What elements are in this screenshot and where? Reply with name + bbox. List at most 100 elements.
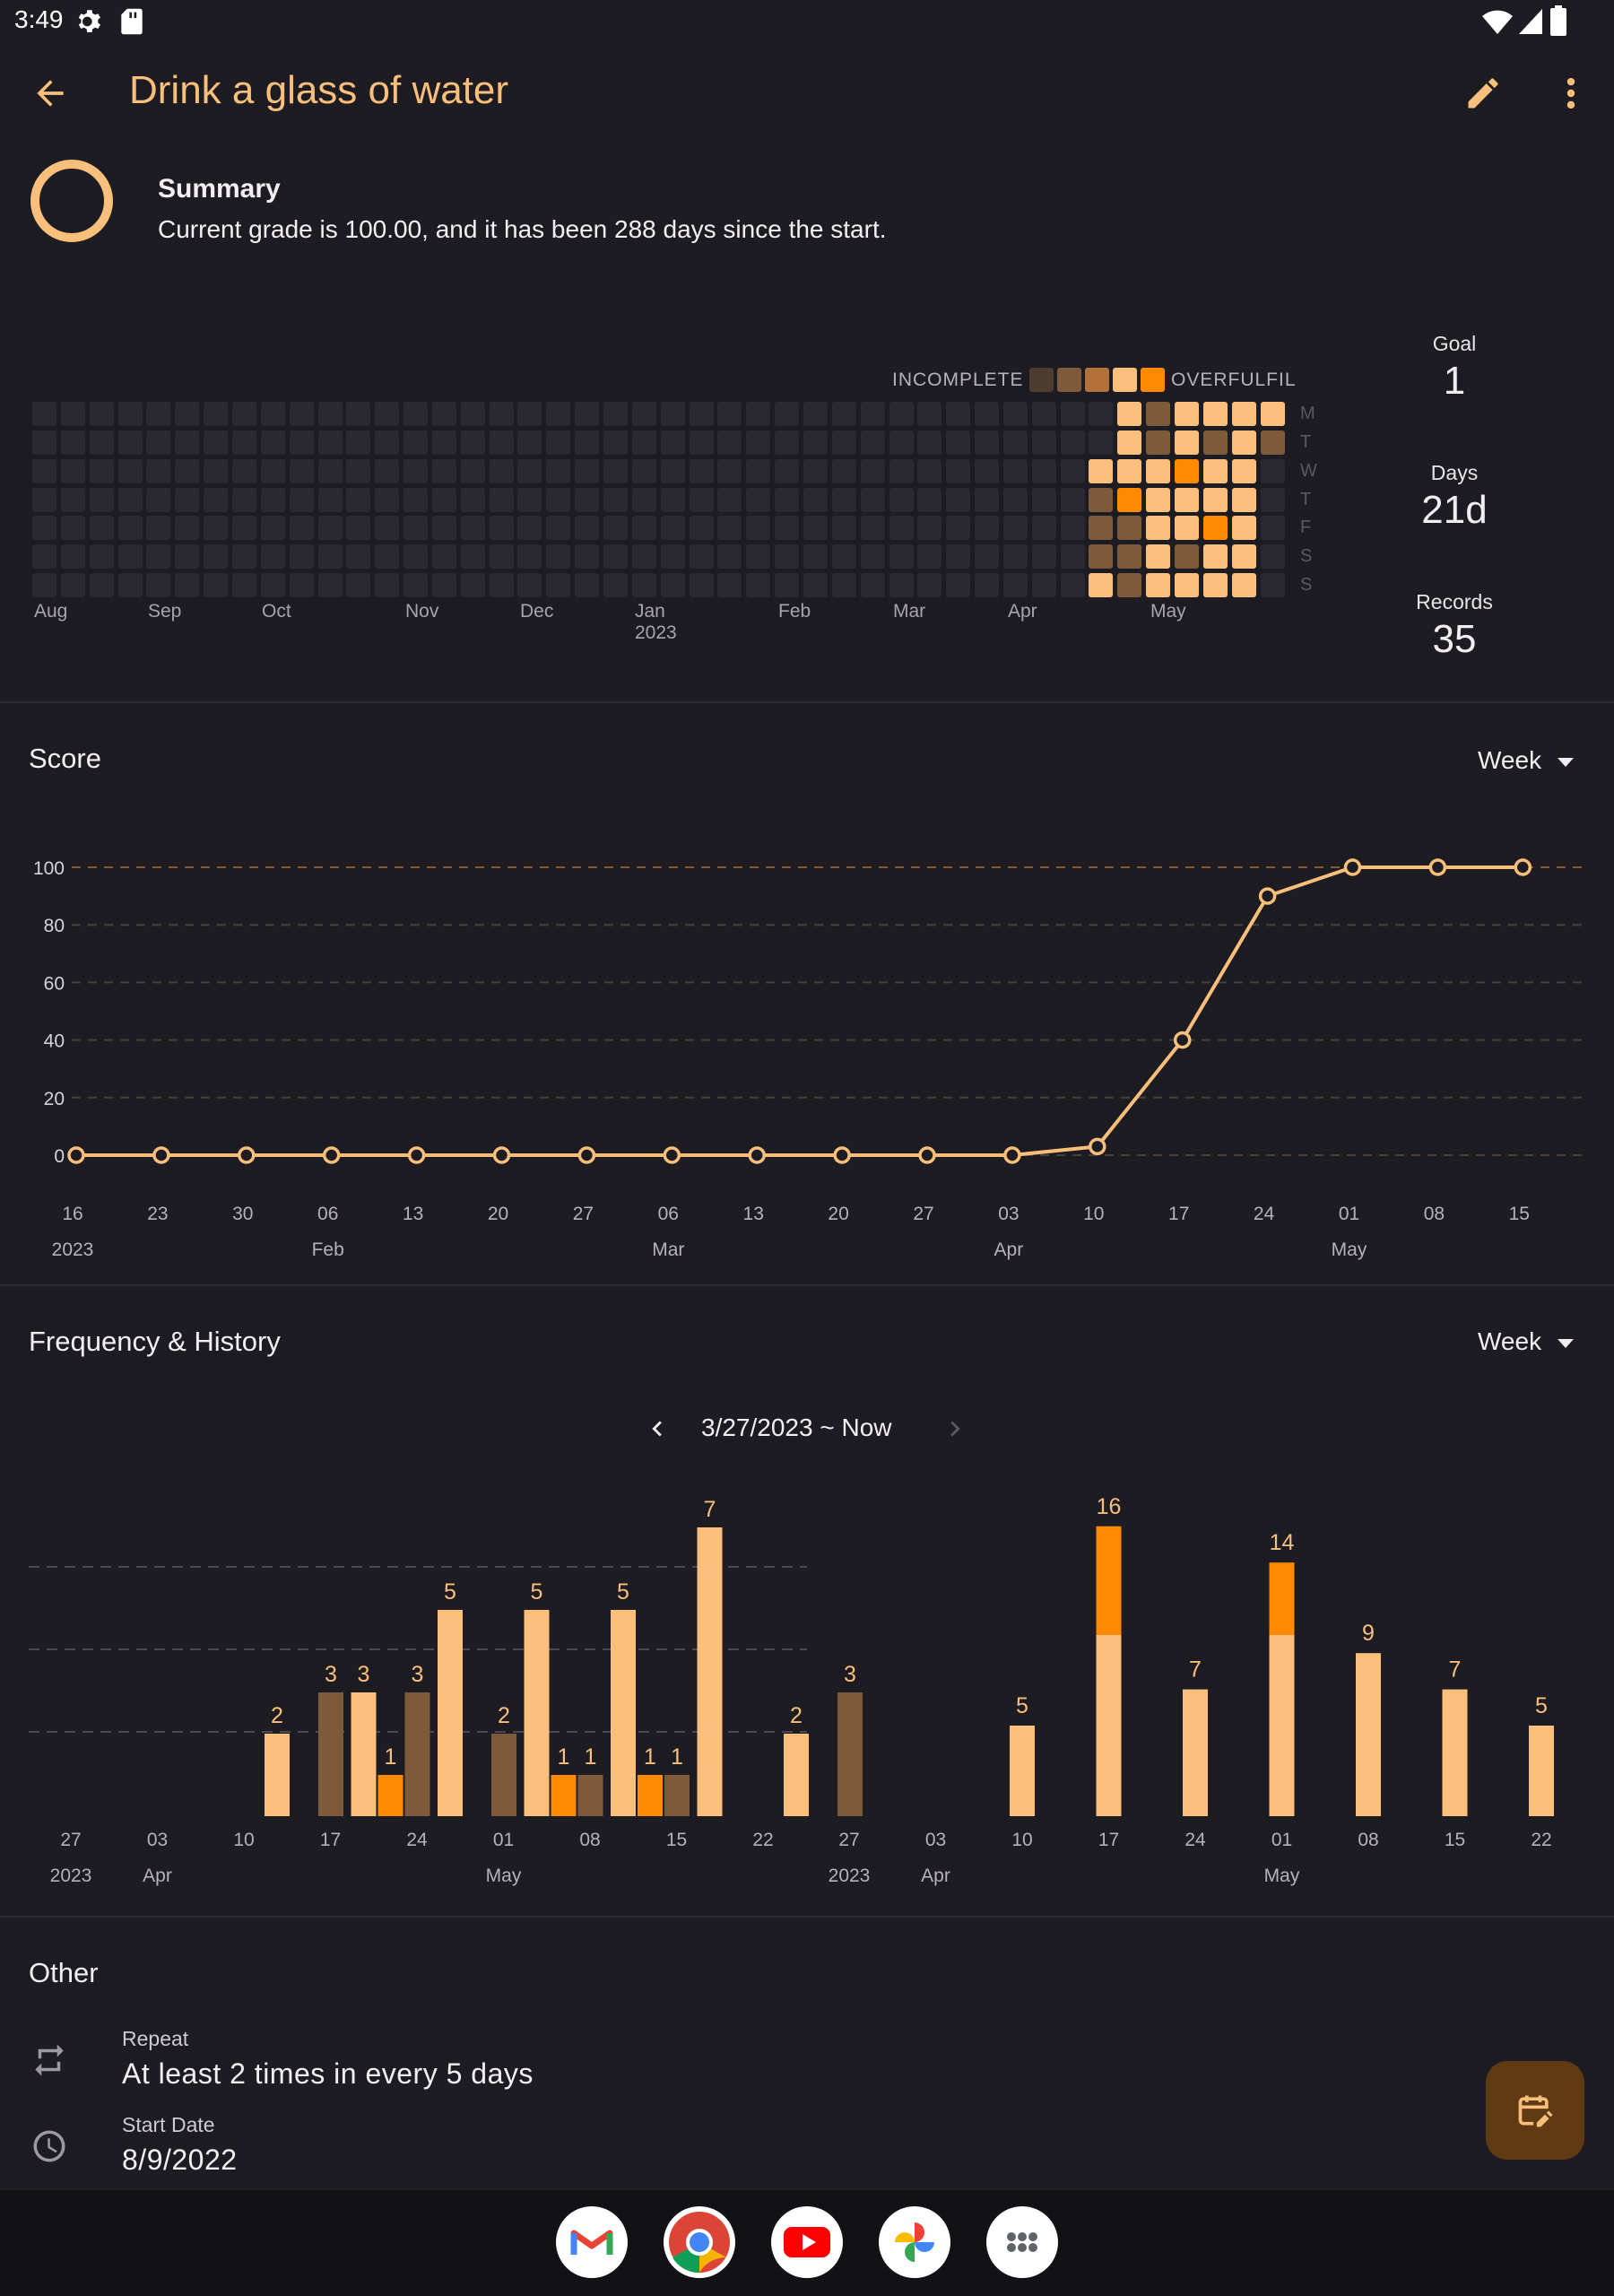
x-tick-label: 20 [488, 1204, 508, 1224]
back-arrow-icon[interactable] [27, 74, 74, 113]
heatmap-cell [1117, 458, 1142, 483]
heatmap-cell [1260, 402, 1285, 426]
days-label: Days [1430, 461, 1479, 484]
frequency-bar [318, 1692, 343, 1816]
bar-value-label: 1 [671, 1744, 683, 1770]
heatmap-weekday-label: W [1300, 460, 1317, 481]
x-tick-label: 15 [666, 1830, 687, 1850]
heatmap-cell [860, 402, 885, 426]
heatmap-cell [289, 544, 314, 570]
photos-app-icon[interactable] [879, 2206, 950, 2278]
app-drawer-icon[interactable] [986, 2206, 1058, 2278]
frequency-period-dropdown[interactable]: Week [1478, 1327, 1575, 1356]
heatmap-cell [831, 458, 856, 483]
heatmap-cell [1231, 402, 1256, 426]
frequency-bar [697, 1527, 723, 1816]
heatmap-cell [717, 573, 742, 598]
heatmap-cell [746, 430, 771, 455]
chevron-right-icon[interactable] [940, 1413, 970, 1444]
heatmap-cell [375, 544, 400, 570]
heatmap-cell [1175, 430, 1199, 455]
clock-icon [33, 2130, 65, 2162]
heatmap-cell [546, 544, 571, 570]
heatmap-cell [1117, 430, 1142, 455]
heatmap-weekday-label: F [1300, 517, 1312, 538]
heatmap-cell [89, 402, 114, 426]
heatmap-cell [717, 458, 742, 483]
heatmap-cell [1089, 544, 1114, 570]
date-range-label: 3/27/2023 ~ Now [701, 1413, 892, 1441]
history-bar [1010, 1726, 1035, 1816]
x-tick-label: 22 [1531, 1830, 1551, 1850]
heatmap-month-label: Sep [148, 601, 182, 622]
heatmap-cell [375, 402, 400, 426]
heatmap-cell [460, 430, 485, 455]
heatmap-cell [975, 430, 1000, 455]
heatmap-cell [546, 402, 571, 426]
heatmap-cell [803, 430, 828, 455]
heatmap-cell [60, 430, 85, 455]
legend-overfulfil-label: OVERFULFIL [1171, 370, 1297, 390]
x-tick-label: 13 [403, 1204, 423, 1224]
heatmap-cell [1060, 516, 1085, 541]
more-vert-icon[interactable] [1558, 74, 1584, 113]
chevron-left-icon[interactable] [642, 1413, 672, 1444]
frequency-bar [664, 1775, 690, 1816]
bar-value-label: 3 [844, 1662, 856, 1687]
heatmap-cell [1002, 402, 1028, 426]
heatmap-cell [917, 402, 942, 426]
heatmap-cell [575, 516, 600, 541]
score-point [1173, 1031, 1192, 1049]
heatmap-cell [889, 402, 914, 426]
heatmap-cell [1031, 544, 1056, 570]
history-bar [1529, 1726, 1554, 1816]
y-tick-label: 0 [54, 1146, 65, 1167]
heatmap-cell [1260, 487, 1285, 512]
heatmap-cell [860, 487, 885, 512]
heatmap-cell [1117, 487, 1142, 512]
chrome-app-icon[interactable] [664, 2206, 735, 2278]
heatmap-cell [689, 516, 714, 541]
bar-value-label: 14 [1270, 1530, 1295, 1555]
heatmap-cell [917, 516, 942, 541]
heatmap-cell [803, 516, 828, 541]
edit-pencil-icon[interactable] [1463, 74, 1503, 113]
heatmap-cell [404, 458, 429, 483]
heatmap-cell [775, 402, 800, 426]
heatmap-cell [175, 573, 200, 598]
heatmap-cell [32, 430, 56, 455]
frequency-bar [611, 1610, 636, 1816]
heatmap-cell [60, 458, 85, 483]
x-tick-sublabel: Feb [312, 1239, 344, 1260]
heatmap-cell [603, 516, 628, 541]
dropdown-caret-icon [1558, 1338, 1575, 1348]
heatmap-cell [1060, 430, 1085, 455]
score-period-dropdown[interactable]: Week [1478, 746, 1575, 775]
heatmap-cell [346, 402, 371, 426]
heatmap-cell [117, 487, 143, 512]
heatmap-cell [517, 487, 542, 512]
heatmap-cell [889, 544, 914, 570]
bar-value-label: 5 [617, 1579, 629, 1605]
x-tick-label: 03 [925, 1830, 946, 1850]
repeat-value: At least 2 times in every 5 days [122, 2057, 534, 2090]
heatmap-cell [204, 402, 229, 426]
gmail-app-icon[interactable] [556, 2206, 628, 2278]
heatmap-cell [231, 458, 256, 483]
heatmap-cell [546, 430, 571, 455]
log-record-fab[interactable] [1486, 2061, 1584, 2160]
frequency-bar [351, 1692, 377, 1816]
heatmap-cell [1089, 430, 1114, 455]
x-tick-label: 27 [913, 1204, 933, 1224]
heatmap-weekday-label: T [1300, 489, 1312, 509]
frequency-bar [265, 1734, 290, 1816]
heatmap-cell [1175, 402, 1199, 426]
heatmap-month-label: Apr [1008, 601, 1037, 622]
heatmap-cell [603, 430, 628, 455]
score-point [1514, 858, 1532, 876]
heatmap-cell [946, 544, 971, 570]
heatmap-cell [603, 544, 628, 570]
youtube-app-icon[interactable] [771, 2206, 843, 2278]
heatmap-cell [1231, 430, 1256, 455]
heatmap-cell [860, 458, 885, 483]
